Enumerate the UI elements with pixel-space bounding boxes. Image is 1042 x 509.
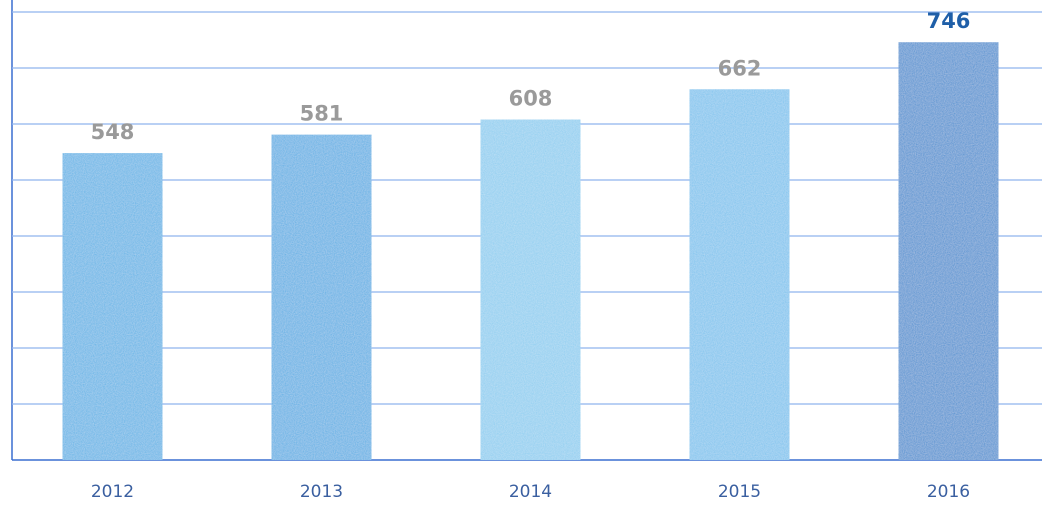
value-label: 608 [509,87,553,111]
bar [62,153,163,460]
x-tick-label: 2016 [927,482,970,502]
bar [480,119,581,461]
bar [689,89,790,460]
bar [271,134,372,460]
x-tick-label: 2015 [718,482,761,502]
x-tick-label: 2014 [509,482,552,502]
value-label: 581 [300,102,344,126]
bar [898,42,999,461]
value-label: 662 [718,56,762,80]
value-label: 548 [91,120,135,144]
x-tick-label: 2012 [91,482,134,502]
x-tick-label: 2013 [300,482,343,502]
value-label: 746 [927,9,971,33]
